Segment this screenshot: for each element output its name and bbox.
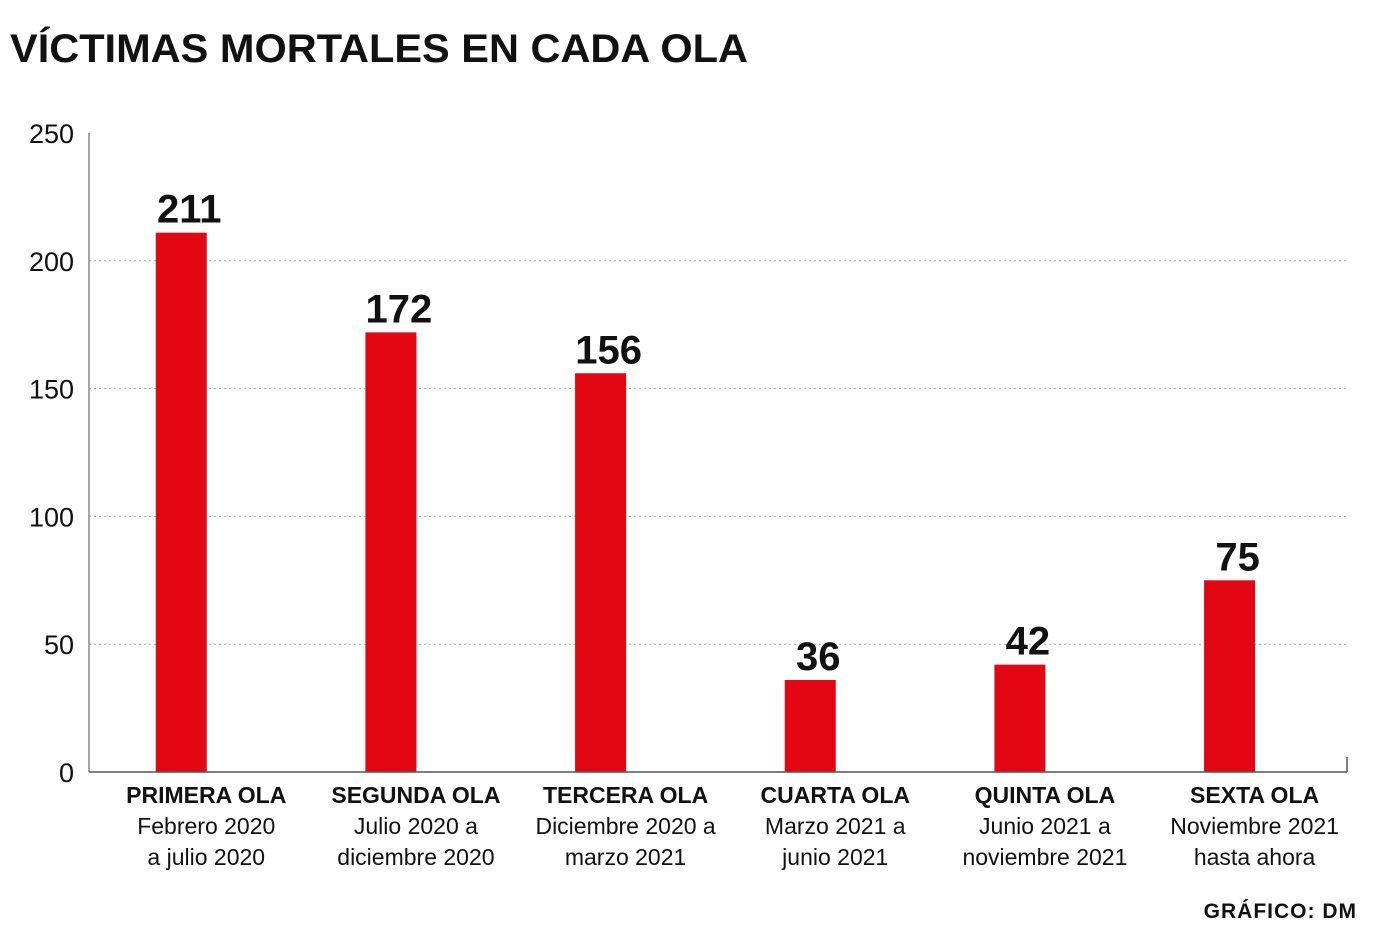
x-tick-sublabel: Febrero 2020: [137, 813, 275, 839]
credit: GRÁFICO: DM: [1204, 900, 1357, 923]
x-tick-sublabel: junio 2021: [781, 844, 888, 870]
x-tick-sublabel: Diciembre 2020 a: [535, 813, 715, 839]
data-label: 36: [796, 635, 841, 679]
x-tick-sublabel: hasta ahora: [1194, 844, 1316, 870]
y-tick-label: 0: [59, 758, 74, 788]
x-tick-label: SEXTA OLA: [1190, 782, 1319, 808]
x-tick-sublabel: marzo 2021: [565, 844, 686, 870]
x-tick-sublabel: Noviembre 2021: [1170, 813, 1339, 839]
bar: [1204, 580, 1256, 772]
data-label: 211: [157, 188, 222, 232]
y-tick-label: 100: [29, 502, 74, 532]
bar: [994, 664, 1046, 772]
data-label: 172: [366, 287, 433, 331]
chart-title: VÍCTIMAS MORTALES EN CADA OLA: [10, 26, 748, 71]
x-tick-sublabel: noviembre 2021: [962, 844, 1127, 870]
y-tick-label: 200: [29, 247, 74, 277]
bar: [155, 232, 207, 772]
y-tick-label: 150: [29, 375, 74, 405]
bar: [784, 679, 836, 772]
x-tick-sublabel: Junio 2021 a: [979, 813, 1111, 839]
data-label: 42: [1006, 620, 1051, 664]
x-tick-sublabel: Julio 2020 a: [354, 813, 478, 839]
x-tick-sublabel: Marzo 2021 a: [765, 813, 906, 839]
x-tick-label: SEGUNDA OLA: [331, 782, 500, 808]
bar: [575, 373, 627, 772]
data-label: 75: [1215, 535, 1260, 579]
y-tick-label: 250: [29, 119, 74, 149]
x-tick-sublabel: a julio 2020: [147, 844, 265, 870]
x-tick-label: CUARTA OLA: [761, 782, 910, 808]
x-tick-label: TERCERA OLA: [543, 782, 708, 808]
x-tick-label: PRIMERA OLA: [126, 782, 286, 808]
y-tick-label: 50: [44, 630, 74, 660]
bar: [365, 332, 417, 772]
x-tick-label: QUINTA OLA: [975, 782, 1116, 808]
x-tick-sublabel: diciembre 2020: [337, 844, 494, 870]
data-label: 156: [575, 328, 642, 372]
